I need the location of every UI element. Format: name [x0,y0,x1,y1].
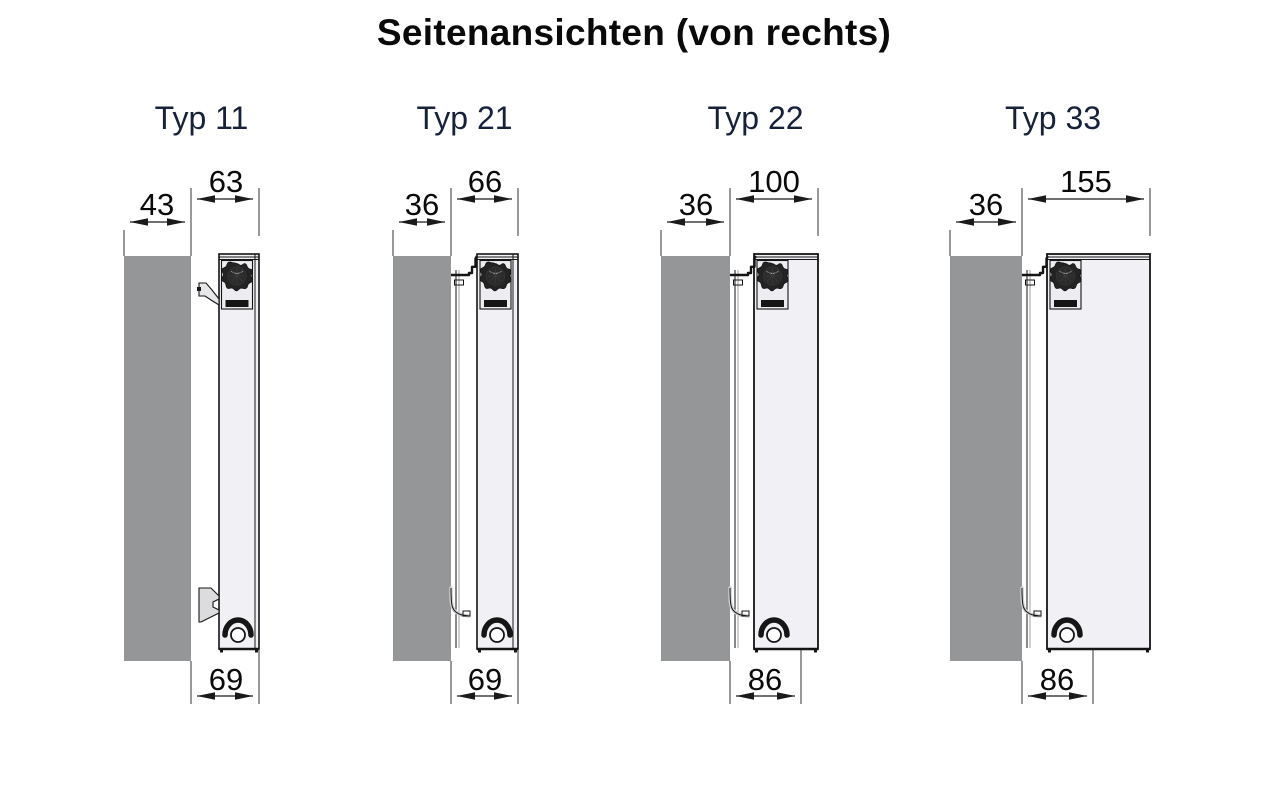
svg-text:100: 100 [748,164,800,199]
svg-text:36: 36 [969,187,1003,222]
svg-text:86: 86 [748,662,782,697]
svg-text:69: 69 [209,662,243,697]
svg-text:43: 43 [140,187,174,222]
svg-text:66: 66 [468,164,502,199]
svg-text:36: 36 [679,187,713,222]
svg-text:69: 69 [468,662,502,697]
svg-text:63: 63 [209,164,243,199]
svg-text:155: 155 [1060,164,1112,199]
svg-text:86: 86 [1040,662,1074,697]
svg-text:36: 36 [405,187,439,222]
